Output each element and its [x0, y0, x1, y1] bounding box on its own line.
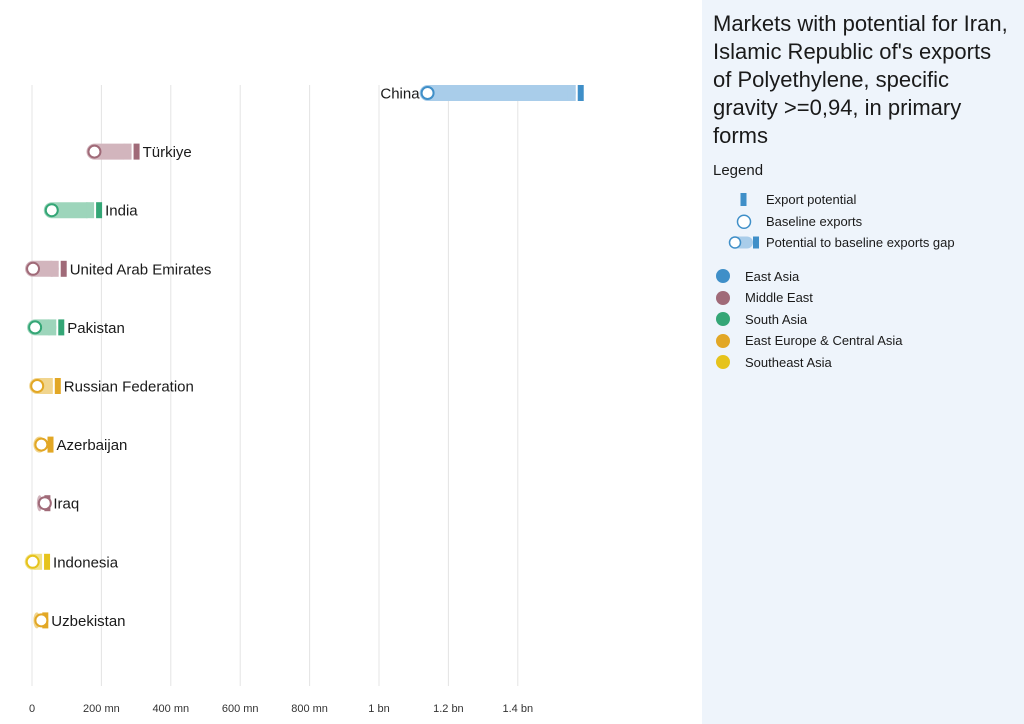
middle-east-color-dot: [716, 290, 730, 305]
baseline-circle-icon: [736, 214, 752, 229]
side-panel: Markets with potential for Iran, Islamic…: [702, 0, 1024, 724]
country-label: Pakistan: [67, 320, 125, 337]
legend-label-southeast-asia: Southeast Asia: [745, 354, 832, 370]
country-label: Indonesia: [53, 554, 119, 571]
market-row[interactable]: Russian Federation: [29, 378, 194, 396]
gap-bar-end: [44, 378, 53, 394]
country-label: Uzbekistan: [51, 613, 125, 630]
market-row[interactable]: Azerbaijan: [33, 436, 128, 455]
gap-bar-end: [567, 85, 576, 101]
market-row[interactable]: United Arab Emirates: [25, 260, 212, 279]
legend-label-gap: Potential to baseline exports gap: [766, 235, 955, 250]
country-label: Russian Federation: [64, 379, 194, 396]
market-row[interactable]: Iraq: [36, 495, 79, 513]
legend-item-export-potential[interactable]: Export potential: [713, 189, 1010, 211]
x-tick-label: 800 mn: [291, 703, 328, 715]
east-europe-central-asia-color-dot: [716, 333, 730, 348]
legend-label-south-asia: South Asia: [745, 311, 808, 327]
legend-item-middle-east[interactable]: Middle East: [713, 287, 1010, 309]
market-potential-chart: 0 200 mn 400 mn 600 mn 800 mn 1 bn 1.2 bn 1.4 b…: [24, 85, 584, 715]
legend-label-east-europe-central-asia: East Europe & Central Asia: [745, 333, 903, 348]
baseline-exports-mark: [30, 379, 45, 393]
legend-item-east-europe-central-asia[interactable]: East Europe & Central Asia: [713, 330, 1010, 352]
market-row[interactable]: China: [380, 85, 584, 103]
market-marks: China Türkiye India United Arab Emirates Pak…: [24, 85, 584, 630]
x-tick-label: 0: [29, 703, 35, 715]
gap-bar-end: [50, 260, 59, 277]
legend-item-east-asia[interactable]: East Asia: [713, 266, 1010, 288]
export-potential-mark: [577, 85, 584, 101]
export-potential-mark: [60, 260, 67, 277]
baseline-exports-mark: [420, 86, 435, 100]
x-tick-label: 400 mn: [152, 703, 189, 715]
x-tick-label: 600 mn: [222, 703, 259, 715]
x-tick-label: 200 mn: [83, 703, 120, 715]
market-row[interactable]: Pakistan: [27, 319, 125, 337]
market-row[interactable]: India: [43, 202, 138, 220]
export-potential-icon: [740, 193, 747, 206]
x-tick-label: 1 bn: [368, 703, 389, 715]
export-potential-mark: [58, 319, 65, 336]
panel-title: Markets with potential for Iran, Islamic…: [713, 11, 1008, 148]
gap-bar: [419, 85, 576, 101]
chart-area: 0 200 mn 400 mn 600 mn 800 mn 1 bn 1.2 bn 1.4 b…: [24, 85, 584, 715]
gap-bar-end: [86, 202, 95, 219]
legend-label-baseline-exports: Baseline exports: [766, 213, 863, 229]
baseline-exports-mark: [87, 144, 102, 159]
gap-bar-end: [48, 319, 57, 336]
south-asia-color-dot: [716, 312, 730, 326]
legend-heading: Legend: [713, 162, 764, 179]
export-potential-mark: [54, 378, 61, 394]
symbol-legend: Export potential Baseline exports Potent…: [713, 189, 1010, 254]
legend-item-gap[interactable]: Potential to baseline exports gap: [713, 232, 1010, 254]
country-label: Iraq: [53, 496, 79, 513]
gap-bar-end: [123, 143, 132, 160]
gap-bar-icon: [728, 236, 759, 249]
country-label: Azerbaijan: [57, 437, 128, 454]
x-tick-label: 1.4 bn: [503, 703, 534, 715]
grid-lines: [31, 85, 519, 686]
legend-item-south-asia[interactable]: South Asia: [713, 309, 1010, 331]
legend-item-southeast-asia[interactable]: Southeast Asia: [713, 352, 1010, 374]
x-axis-ticks: 0 200 mn 400 mn 600 mn 800 mn 1 bn 1.2 bn 1.4 b…: [29, 703, 533, 715]
baseline-exports-mark: [37, 496, 52, 511]
baseline-exports-mark: [28, 320, 43, 335]
east-asia-color-dot: [716, 269, 730, 283]
baseline-exports-mark: [34, 437, 49, 452]
baseline-exports-mark: [34, 613, 49, 628]
legend-label-east-asia: East Asia: [745, 268, 800, 284]
x-tick-label: 1.2 bn: [433, 703, 464, 715]
baseline-exports-mark: [44, 203, 59, 218]
export-potential-mark: [96, 202, 103, 219]
legend-label-export-potential: Export potential: [766, 192, 857, 207]
market-row[interactable]: Türkiye: [86, 143, 192, 162]
region-legend: East Asia Middle East South Asia East Eu…: [713, 266, 1010, 374]
country-label: United Arab Emirates: [70, 261, 212, 278]
country-label: India: [105, 203, 138, 220]
legend-label-middle-east: Middle East: [745, 290, 813, 305]
market-row[interactable]: Indonesia: [24, 553, 119, 572]
southeast-asia-color-dot: [716, 355, 730, 369]
export-potential-mark: [44, 553, 51, 570]
export-potential-mark: [133, 143, 140, 160]
export-potential-mark: [47, 436, 54, 453]
legend-item-baseline-exports[interactable]: Baseline exports: [713, 211, 1010, 233]
country-label: China: [380, 86, 420, 103]
baseline-exports-mark: [25, 554, 40, 569]
baseline-exports-mark: [26, 261, 41, 276]
country-label: Türkiye: [143, 144, 192, 161]
market-row[interactable]: Uzbekistan: [33, 612, 126, 630]
